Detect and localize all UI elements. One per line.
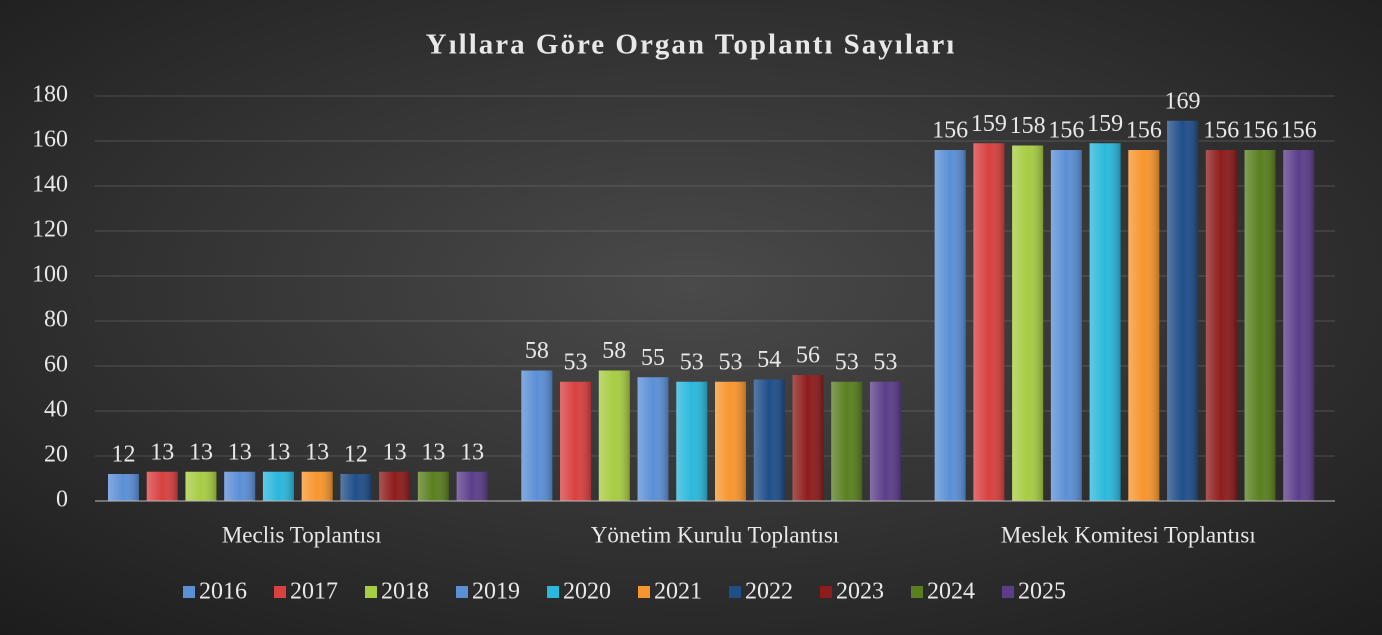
legend-label: 2023	[836, 579, 884, 605]
data-label: 53	[680, 349, 704, 375]
legend-label: 2022	[745, 579, 793, 605]
y-tick-label: 160	[32, 127, 68, 153]
bar	[340, 474, 372, 501]
data-label: 13	[228, 439, 252, 465]
data-label: 12	[344, 442, 368, 468]
bar	[1050, 150, 1082, 501]
data-label: 53	[873, 349, 897, 375]
y-tick-label: 20	[44, 442, 68, 468]
legend-swatch	[274, 586, 286, 598]
bar	[379, 471, 411, 501]
y-tick-label: 0	[56, 487, 68, 513]
legend-label: 2017	[290, 579, 338, 605]
bar	[637, 377, 669, 501]
data-label: 156	[932, 118, 968, 144]
bar	[1244, 150, 1276, 501]
data-label: 53	[718, 349, 742, 375]
data-label: 169	[1165, 88, 1201, 114]
bar	[1089, 143, 1121, 501]
data-label: 158	[1010, 113, 1046, 139]
y-tick-label: 140	[32, 172, 68, 198]
bar	[1205, 150, 1237, 501]
data-label: 13	[383, 439, 407, 465]
data-label: 54	[757, 347, 781, 373]
data-label: 159	[971, 111, 1007, 137]
bar	[456, 471, 488, 501]
x-tick-label: Yönetim Kurulu Toplantısı	[591, 522, 839, 547]
legend-swatch	[820, 586, 832, 598]
y-tick-label: 60	[44, 352, 68, 378]
legend-label: 2021	[654, 579, 702, 605]
y-tick-label: 180	[32, 82, 68, 108]
data-label: 53	[564, 349, 588, 375]
bar	[108, 474, 139, 501]
data-label: 12	[111, 442, 135, 468]
bar	[934, 150, 966, 501]
legend-label: 2016	[199, 579, 247, 605]
data-label: 156	[1048, 118, 1084, 144]
legend-label: 2025	[1018, 579, 1066, 605]
y-tick-label: 120	[32, 217, 68, 243]
y-tick-label: 80	[44, 307, 68, 333]
bar	[973, 143, 1005, 501]
bar	[262, 471, 294, 501]
chart-title: Yıllara Göre Organ Toplantı Sayıları	[426, 29, 957, 61]
bar	[715, 381, 746, 501]
data-label: 13	[305, 439, 329, 465]
data-label: 58	[525, 338, 549, 364]
x-tick-label: Meslek Komitesi Toplantısı	[1001, 522, 1256, 547]
bar	[560, 381, 592, 501]
legend-label: 2024	[927, 579, 975, 605]
data-label: 13	[421, 439, 445, 465]
legend-swatch	[456, 586, 468, 598]
bar	[831, 381, 863, 501]
data-label: 13	[460, 439, 484, 465]
data-label: 53	[835, 349, 859, 375]
data-label: 156	[1242, 118, 1278, 144]
bar	[1167, 120, 1199, 501]
bar	[792, 375, 824, 501]
legend-swatch	[365, 586, 377, 598]
legend-swatch	[1002, 586, 1014, 598]
data-label: 58	[602, 338, 626, 364]
bar	[417, 471, 449, 501]
bar	[301, 471, 333, 501]
data-label: 156	[1281, 118, 1317, 144]
data-label: 159	[1087, 111, 1123, 137]
data-label: 13	[150, 439, 174, 465]
bar	[598, 370, 630, 501]
legend-swatch	[547, 586, 559, 598]
bar	[676, 381, 708, 501]
bar	[869, 381, 901, 501]
legend-swatch	[638, 586, 650, 598]
legend-swatch	[911, 586, 923, 598]
data-label: 156	[1126, 118, 1162, 144]
legend-swatch	[729, 586, 741, 598]
bar	[1012, 145, 1044, 501]
x-tick-label: Meclis Toplantısı	[222, 522, 382, 547]
bar	[521, 370, 553, 501]
bar	[224, 471, 256, 501]
y-tick-label: 100	[32, 262, 68, 288]
bar	[185, 471, 217, 501]
data-label: 13	[266, 439, 290, 465]
legend-swatch	[183, 586, 195, 598]
legend-label: 2018	[381, 579, 429, 605]
bar	[146, 471, 178, 501]
data-label: 56	[796, 343, 820, 369]
legend-label: 2020	[563, 579, 611, 605]
legend-label: 2019	[472, 579, 520, 605]
bar	[753, 379, 785, 501]
data-label: 55	[641, 345, 665, 371]
bar	[1128, 150, 1160, 501]
data-label: 156	[1203, 118, 1239, 144]
bar	[1283, 150, 1315, 501]
data-label: 13	[189, 439, 213, 465]
y-tick-label: 40	[44, 397, 68, 423]
